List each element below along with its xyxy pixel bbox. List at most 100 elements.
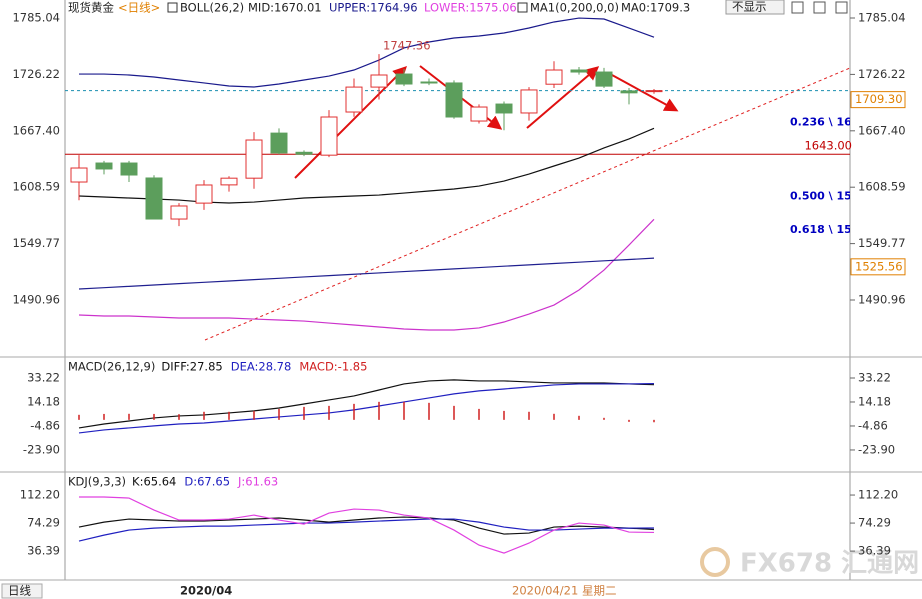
y-tick-label: 1667.40 xyxy=(858,123,906,137)
period: <日线> xyxy=(118,1,160,15)
icon-button[interactable] xyxy=(813,1,826,14)
panel-title: KDJ(9,3,3) xyxy=(68,475,126,489)
y-tick-label: 1667.40 xyxy=(12,123,60,137)
candle-body xyxy=(220,177,238,186)
legend-entry: DEA:28.78 xyxy=(231,360,292,374)
y-tick-label: 33.22 xyxy=(858,370,891,384)
candle-body xyxy=(170,205,188,220)
y-tick-label: 112.20 xyxy=(858,488,898,502)
button[interactable] xyxy=(725,0,785,15)
y-tick-label: -23.90 xyxy=(858,442,895,456)
trend-line xyxy=(204,67,851,341)
y-tick-label: 36.39 xyxy=(858,544,891,558)
y-tick-label: -4.86 xyxy=(858,418,888,432)
fib-label: 0.500 \ 1599 xyxy=(790,189,867,202)
date-label: 2020/04/21 星期二 xyxy=(512,584,616,598)
price-tag xyxy=(850,91,906,109)
candle-body xyxy=(495,103,513,114)
legend-upper: UPPER:1764.96 xyxy=(329,1,418,15)
symbol: 现货黄金 xyxy=(68,1,114,15)
fib-labels: 0.236 \ 1676 0.500 \ 1599 0.618 \ 1564 xyxy=(790,116,867,236)
legend-ma1: MA1(0,200,0,0) xyxy=(530,1,619,15)
series-line xyxy=(78,382,655,434)
plots: 1785.04 1785.04 1726.22 1726.22 1667.40 1667.… xyxy=(12,11,905,558)
watermark: FX678 汇通网 xyxy=(740,549,919,579)
y-tick-label: 14.18 xyxy=(27,394,60,408)
candle-body xyxy=(95,162,113,170)
legend-entry: MACD:-1.85 xyxy=(299,360,367,374)
legend-lower: LOWER:1575.06 xyxy=(424,1,517,15)
button-label[interactable]: 不显示 xyxy=(732,0,767,14)
candle-body xyxy=(545,69,563,85)
series-line xyxy=(78,379,655,429)
candle-body xyxy=(395,73,413,85)
annotation: 1747.36 xyxy=(383,39,431,53)
candle-body xyxy=(295,151,313,155)
panel-title: MACD(26,12,9) xyxy=(68,360,155,374)
header: 现货黄金 <日线> BOLL(26,2) MID:1670.01 UPPER:1… xyxy=(68,0,848,15)
indicator: BOLL(26,2) xyxy=(180,1,244,15)
candle-body xyxy=(245,139,263,179)
y-tick-label: 14.18 xyxy=(858,394,891,408)
candle-body xyxy=(120,162,138,176)
y-tick-label: 1608.59 xyxy=(12,180,60,194)
legend-entry: D:67.65 xyxy=(184,475,230,489)
candle-body xyxy=(345,86,363,113)
icon-button[interactable] xyxy=(835,1,848,14)
y-tick-label: 74.29 xyxy=(27,516,60,530)
icon xyxy=(167,2,178,13)
legend-entry: J:61.63 xyxy=(237,475,278,489)
legend-mid: MID:1670.01 xyxy=(248,1,322,15)
date-label: 2020/04 xyxy=(180,584,232,598)
candle-body xyxy=(470,106,488,122)
y-tick-label: -23.90 xyxy=(23,442,60,456)
series-line xyxy=(79,496,655,554)
icon-button[interactable] xyxy=(791,1,804,14)
y-tick-label: 1785.04 xyxy=(12,11,60,25)
series-line xyxy=(78,218,655,331)
y-tick-label: 1726.22 xyxy=(12,67,60,81)
y-tick-label: 33.22 xyxy=(27,370,60,384)
candle-body xyxy=(520,89,538,114)
y-tick-label: 36.39 xyxy=(27,544,60,558)
candle-body xyxy=(270,132,288,154)
y-tick-label: 1726.22 xyxy=(858,67,906,81)
series-line xyxy=(78,518,655,542)
series-line xyxy=(79,17,655,88)
series-line xyxy=(78,257,655,290)
candle-body xyxy=(370,74,388,88)
candle-body xyxy=(570,69,588,73)
series-line xyxy=(78,127,655,204)
y-tick-label: 1490.96 xyxy=(12,292,60,306)
legend-ma0: MA0:1709.3 xyxy=(621,1,690,15)
y-tick-label: 112.20 xyxy=(20,488,60,502)
y-tick-label: 1490.96 xyxy=(858,292,906,306)
legend-entry: DIFF:27.85 xyxy=(161,360,222,374)
arrows xyxy=(294,65,679,179)
candle-body xyxy=(420,81,438,84)
fib-label: 0.236 \ 1676 xyxy=(790,116,867,129)
period-tab[interactable] xyxy=(1,583,43,599)
period-tab-label[interactable]: 日线 xyxy=(8,584,31,598)
candle-body xyxy=(70,167,88,183)
y-tick-label: -4.86 xyxy=(30,418,60,432)
series-line xyxy=(78,516,655,535)
watermark-icon xyxy=(700,547,730,577)
candle-body xyxy=(320,116,338,156)
candle-body xyxy=(620,90,638,94)
fib-label: 0.618 \ 1564 xyxy=(790,223,867,236)
candle-body xyxy=(195,184,213,204)
price-tag xyxy=(850,258,906,276)
icon xyxy=(517,2,528,13)
y-tick-label: 74.29 xyxy=(858,516,891,530)
price-tag-label: 1709.30 xyxy=(855,92,903,106)
price-line-label: 1643.00 xyxy=(804,139,852,153)
price-tag-label: 1525.56 xyxy=(855,259,903,273)
candle-body xyxy=(595,71,613,87)
y-tick-label: 1549.77 xyxy=(858,236,906,250)
legend-entry: K:65.64 xyxy=(132,475,176,489)
candle-body xyxy=(445,82,463,118)
candle-body xyxy=(145,177,163,220)
y-tick-label: 1785.04 xyxy=(858,11,906,25)
